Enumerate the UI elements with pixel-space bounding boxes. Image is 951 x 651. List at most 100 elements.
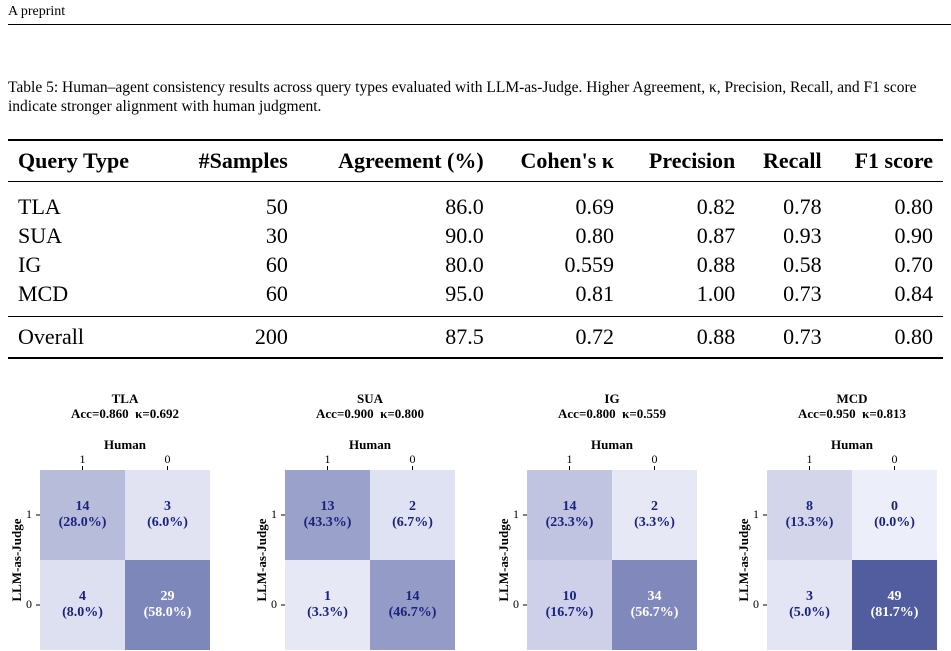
table-cell: 0.72	[493, 316, 624, 359]
table-cell: 0.69	[575, 193, 614, 219]
cell-count: 2	[651, 499, 658, 514]
table-cell: 87.5	[297, 316, 494, 359]
x-axis-label: Human	[104, 437, 147, 452]
x-axis-label: Human	[831, 437, 874, 452]
cell-percent: (3.3%)	[634, 515, 675, 530]
table-cell: 1.00	[696, 280, 736, 306]
table-cell: Overall	[8, 316, 173, 359]
matrix-cell	[767, 470, 852, 560]
cell-percent: (28.0%)	[59, 515, 107, 530]
table-cell: 0.88	[623, 316, 746, 359]
x-tick-label: 0	[892, 452, 898, 466]
table-cell: 30	[265, 222, 288, 248]
matrix-cell	[767, 560, 852, 650]
matrix-title: SUA	[357, 391, 384, 406]
y-tick-label: 1	[513, 507, 519, 521]
cell-percent: (81.7%)	[871, 605, 919, 620]
cell-percent: (0.0%)	[874, 515, 915, 530]
table-row: IG 60 80.0 0.559 0.88 0.58 0.70	[8, 250, 943, 279]
cell-count: 4	[79, 589, 86, 604]
table-cell: 0.80	[894, 193, 934, 219]
column-header: Query Type	[8, 139, 173, 182]
matrix-subtitle: Acc=0.860 κ=0.692	[71, 406, 179, 421]
table-cell: 50	[265, 193, 288, 219]
cell-count: 8	[806, 499, 813, 514]
cell-count: 13	[321, 499, 335, 514]
matrix-title: MCD	[836, 391, 867, 406]
cell-percent: (16.7%)	[546, 605, 594, 620]
y-axis-label: LLM-as-Judge	[254, 518, 269, 601]
cell-percent: (5.0%)	[789, 605, 830, 620]
column-header: #Samples	[172, 139, 298, 182]
table-cell: 200	[172, 316, 298, 359]
cell-count: 1	[324, 589, 331, 604]
table-cell: 0.73	[783, 280, 822, 306]
matrix-title: IG	[604, 391, 619, 406]
header-rule	[8, 24, 951, 25]
table-cell: 0.70	[894, 251, 934, 277]
table-cell: 0.87	[696, 222, 736, 248]
cell-count: 14	[76, 499, 90, 514]
matrix-cell	[852, 560, 937, 650]
matrix-subtitle: Acc=0.800 κ=0.559	[558, 406, 666, 421]
results-table: Query Type #Samples Agreement (%) Cohen's κ…	[8, 139, 943, 359]
cell-percent: (8.0%)	[62, 605, 103, 620]
column-header: F1 score	[831, 139, 943, 182]
table-cell: TLA	[18, 193, 61, 219]
table-cell: 86.0	[445, 193, 484, 219]
cell-count: 14	[563, 499, 577, 514]
table-caption: Table 5: Human–agent consistency results…	[8, 79, 917, 115]
x-tick-label: 1	[567, 452, 573, 466]
y-tick-label: 0	[513, 597, 519, 611]
matrix-cell	[125, 560, 210, 650]
x-axis-label: Human	[349, 437, 392, 452]
x-tick-label: 1	[325, 452, 331, 466]
matrix-cell	[370, 470, 455, 560]
y-tick-label: 1	[26, 507, 32, 521]
matrix-subtitle: Acc=0.900 κ=0.800	[316, 406, 424, 421]
table-cell: 0.73	[745, 316, 832, 359]
cell-percent: (13.3%)	[786, 515, 834, 530]
y-axis-label: LLM-as-Judge	[736, 518, 751, 601]
table-cell: 0.90	[894, 222, 934, 248]
y-axis-label: LLM-as-Judge	[496, 518, 511, 601]
cell-percent: (6.7%)	[392, 515, 433, 530]
table-cell: 0.559	[564, 251, 614, 277]
table-cell: SUA	[18, 222, 63, 248]
cell-percent: (56.7%)	[631, 605, 679, 620]
matrix-cell	[125, 470, 210, 560]
matrix-cell	[285, 470, 370, 560]
matrix-cell	[612, 470, 697, 560]
cell-count: 0	[891, 499, 898, 514]
cell-percent: (46.7%)	[389, 605, 437, 620]
cell-count: 14	[406, 589, 420, 604]
table-cell: 0.93	[783, 222, 822, 248]
column-header: Agreement (%)	[297, 139, 494, 182]
y-tick-label: 1	[753, 507, 759, 521]
table-row: SUA 30 90.0 0.80 0.87 0.93 0.90	[8, 221, 943, 250]
summary-row: Overall 200 87.5 0.72 0.88 0.73 0.80	[8, 316, 943, 359]
table-body: TLA 50 86.0 0.69 0.82 0.78 0.80 SUA 30 90.0 0.80 0.…	[8, 182, 943, 317]
x-tick-label: 0	[165, 452, 171, 466]
y-tick-label: 0	[271, 597, 277, 611]
x-tick-label: 0	[410, 452, 416, 466]
y-tick-label: 0	[753, 597, 759, 611]
y-tick-label: 0	[26, 597, 32, 611]
table-cell: 95.0	[445, 280, 484, 306]
matrix-subtitle: Acc=0.950 κ=0.813	[798, 406, 906, 421]
table-cell: 0.80	[831, 316, 943, 359]
y-tick-label: 1	[271, 507, 277, 521]
table-cell: IG	[18, 251, 42, 277]
cell-count: 3	[164, 499, 171, 514]
table-cell: 0.82	[696, 193, 736, 219]
table-row: MCD 60 95.0 0.81 1.00 0.73 0.84	[8, 279, 943, 317]
cell-percent: (23.3%)	[546, 515, 594, 530]
table-cell: 0.80	[575, 222, 614, 248]
cell-count: 49	[888, 589, 902, 604]
table-cell: 0.84	[894, 280, 934, 306]
table-cell: 0.88	[696, 251, 736, 277]
x-tick-label: 1	[807, 452, 813, 466]
table-cell: 0.58	[783, 251, 822, 277]
